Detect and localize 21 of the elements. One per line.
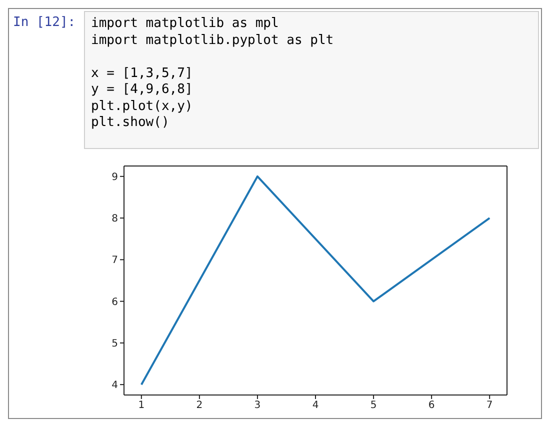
x-tick-label: 6 bbox=[428, 400, 435, 412]
x-tick-label: 1 bbox=[138, 400, 145, 412]
y-tick-label: 4 bbox=[112, 380, 118, 392]
x-tick-label: 4 bbox=[312, 400, 319, 412]
x-tick-label: 3 bbox=[254, 400, 261, 412]
text: x = [1,3,5,7] bbox=[91, 66, 194, 82]
x-tick-label: 7 bbox=[486, 400, 493, 412]
text: import matplotlib as mpl bbox=[91, 16, 280, 32]
x-tick-label: 2 bbox=[196, 400, 203, 412]
y-tick-label: 6 bbox=[112, 296, 118, 308]
y-tick-label: 8 bbox=[112, 214, 118, 225]
text: y = [4,9,6,8] bbox=[91, 82, 194, 98]
x-tick-label: 5 bbox=[370, 400, 377, 412]
y-tick-label: 9 bbox=[112, 172, 118, 183]
text: plt.show() bbox=[91, 115, 170, 132]
text: import matplotlib.pyplot as plt bbox=[91, 32, 335, 49]
y-tick-label: 5 bbox=[112, 338, 118, 350]
text: In [12]: bbox=[13, 15, 76, 30]
y-tick-label: 7 bbox=[112, 255, 118, 266]
text: plt.plot(x,y) bbox=[91, 98, 194, 115]
line-series bbox=[140, 175, 491, 386]
